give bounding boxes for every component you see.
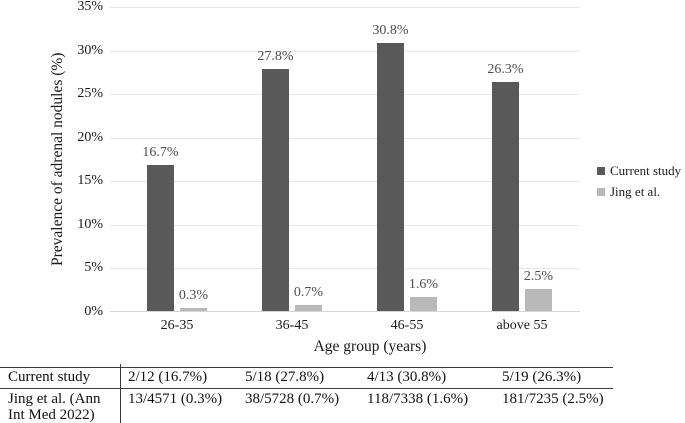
table-vertical-rule xyxy=(120,364,121,423)
data-label-jing-et-al-46-55: 1.6% xyxy=(408,277,439,292)
table-top-rule xyxy=(0,367,613,368)
x-axis-line xyxy=(110,311,580,312)
x-axis-title: Age group (years) xyxy=(313,338,427,355)
x-tick-26-35: 26-35 xyxy=(160,318,194,333)
y-tick-5%: 5% xyxy=(84,260,103,276)
gridline-5% xyxy=(110,268,580,270)
table-cell-r2-c2: 38/5728 (0.7%) xyxy=(245,391,340,407)
bar-current-study-36-45 xyxy=(262,69,289,311)
data-label-current-study-above-55: 26.3% xyxy=(487,62,524,77)
data-label-jing-et-al-26-35: 0.3% xyxy=(178,288,209,303)
plot-area: 16.7% 0.3% 27.8% 0.7% 30.8% 1.6% 26.3% 2.5% xyxy=(110,7,580,312)
gridline-10% xyxy=(110,224,580,226)
gridline-30% xyxy=(110,50,580,52)
y-tick-35%: 35% xyxy=(77,0,103,14)
table-cell-r2-c3: 118/7338 (1.6%) xyxy=(367,391,469,407)
table-cell-r1-c2: 5/18 (27.8%) xyxy=(245,369,325,385)
legend: Current study Jing et al. xyxy=(597,163,681,205)
table-cell-r2-c1: 13/4571 (0.3%) xyxy=(128,391,223,407)
gridline-25% xyxy=(110,94,580,96)
bar-current-study-above-55 xyxy=(492,82,519,311)
table-mid-rule xyxy=(0,388,613,389)
y-tick-15%: 15% xyxy=(77,173,103,189)
data-label-current-study-26-35: 16.7% xyxy=(142,145,179,160)
y-tick-0%: 0% xyxy=(84,304,103,319)
table-cell-r2-c4: 181/7235 (2.5%) xyxy=(502,391,604,407)
gridline-35% xyxy=(110,7,580,8)
data-label-jing-et-al-above-55: 2.5% xyxy=(523,269,554,284)
gridline-15% xyxy=(110,181,580,183)
table-row-label-current-study: Current study xyxy=(8,369,91,385)
legend-swatch-icon xyxy=(597,166,605,175)
bar-jing-et-al-26-35 xyxy=(180,308,207,311)
x-tick-36-45: 36-45 xyxy=(275,318,309,333)
y-tick-25%: 25% xyxy=(77,86,103,102)
gridline-20% xyxy=(110,137,580,139)
bar-jing-et-al-above-55 xyxy=(525,289,552,311)
table-cell-r1-c4: 5/19 (26.3%) xyxy=(502,369,582,385)
x-tick-above-55: above 55 xyxy=(496,318,548,333)
bar-jing-et-al-46-55 xyxy=(410,297,437,311)
y-tick-10%: 10% xyxy=(77,216,103,232)
table-cell-r1-c1: 2/12 (16.7%) xyxy=(128,369,208,385)
y-tick-20%: 20% xyxy=(77,129,103,145)
x-tick-46-55: 46-55 xyxy=(390,318,424,333)
table-row-label-jing-et-al-ann-int-m: Jing et al. (Ann Int Med 2022) xyxy=(8,391,101,423)
y-tick-30%: 30% xyxy=(77,42,103,58)
data-label-current-study-46-55: 30.8% xyxy=(372,23,409,38)
legend-label: Current study xyxy=(610,163,682,178)
bar-current-study-46-55 xyxy=(377,43,404,311)
legend-swatch-icon xyxy=(597,187,605,196)
data-label-current-study-36-45: 27.8% xyxy=(257,49,294,64)
legend-label: Jing et al. xyxy=(610,184,661,199)
bar-current-study-26-35 xyxy=(147,165,174,311)
bar-jing-et-al-36-45 xyxy=(295,305,322,311)
data-label-jing-et-al-36-45: 0.7% xyxy=(293,285,324,300)
legend-item-jing-et-al: Jing et al. xyxy=(597,184,681,199)
table-cell-r1-c3: 4/13 (30.8%) xyxy=(367,369,447,385)
legend-item-current-study: Current study xyxy=(597,163,681,178)
